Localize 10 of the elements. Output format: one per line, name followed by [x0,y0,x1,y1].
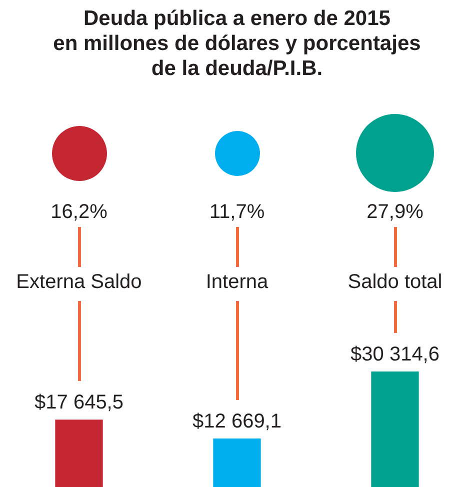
chart-title: Deuda pública a enero de 2015 en millones de dólares y porcentajes de la deuda/P.I.B. [52,6,422,81]
x-tick-label: Externa Saldo [15,270,143,295]
text: 16,2% [50,200,108,225]
data-label: $12 669,1 [192,410,282,432]
x-tick-label: Interna [204,270,270,295]
text: 11,7% [208,200,266,225]
data-label: $17 645,5 [34,391,124,414]
x-tick-label: Saldo total [346,270,444,295]
text: 27,9% [366,200,424,225]
data-label: $30 314,6 [350,343,440,366]
